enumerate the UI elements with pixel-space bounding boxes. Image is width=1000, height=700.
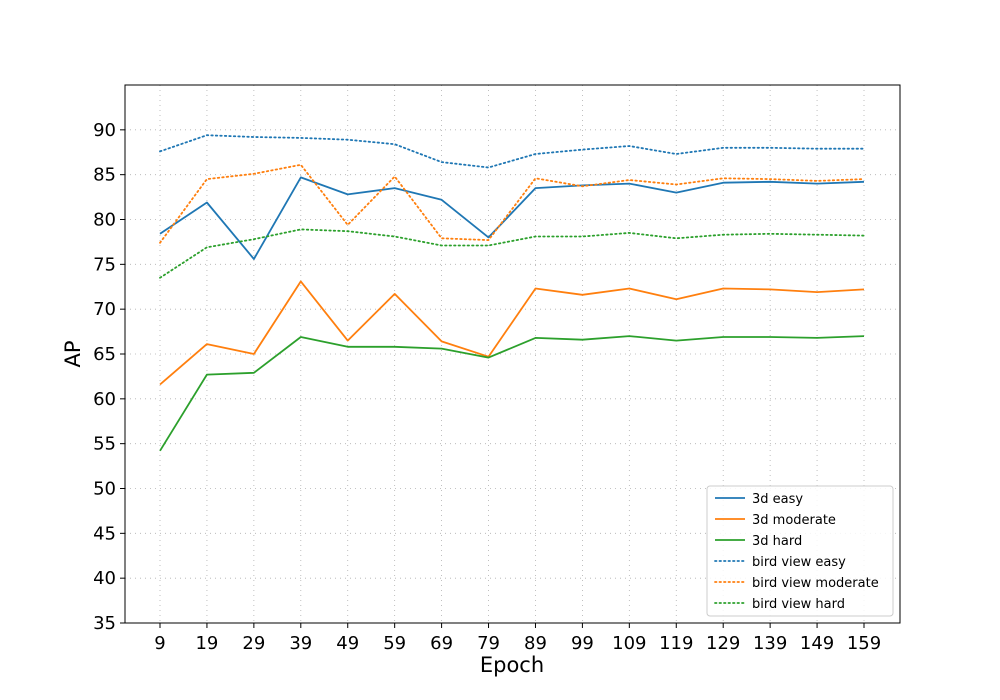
y-axis-label: AP	[61, 340, 85, 367]
x-tick-label: 19	[195, 633, 218, 654]
y-tick-label: 65	[93, 344, 116, 365]
x-tick-label: 109	[612, 633, 646, 654]
y-tick-label: 80	[93, 210, 116, 231]
legend-label: 3d moderate	[752, 513, 836, 528]
series-lines	[159, 134, 865, 452]
y-tick-label: 70	[93, 299, 116, 320]
legend-label: bird view easy	[752, 555, 846, 570]
series-line-bird-view-moderate	[159, 163, 865, 244]
series-line-3d-hard	[159, 335, 865, 452]
legend-label: 3d easy	[752, 492, 803, 507]
x-tick-label: 9	[154, 633, 165, 654]
x-tick-label: 69	[430, 633, 453, 654]
x-tick-label: 59	[383, 633, 406, 654]
y-axis: 35 40 45 50 55 60 65 70 75 80 85 90	[93, 120, 125, 634]
x-tick-label: 119	[659, 633, 693, 654]
legend-label: bird view hard	[752, 597, 845, 612]
x-tick-label: 139	[753, 633, 787, 654]
series-line-bird-view-hard	[159, 228, 865, 279]
legend-box	[706, 485, 894, 617]
x-tick-label: 29	[242, 633, 265, 654]
x-tick-label: 89	[524, 633, 547, 654]
y-tick-label: 90	[93, 120, 116, 141]
y-tick-label: 60	[93, 389, 116, 410]
y-tick-label: 35	[93, 613, 116, 634]
y-tick-label: 40	[93, 568, 116, 589]
series-line-3d-easy	[159, 176, 865, 260]
y-tick-label: 85	[93, 165, 116, 186]
x-tick-label: 79	[477, 633, 500, 654]
x-tick-label: 149	[800, 633, 834, 654]
series-line-bird-view-easy	[159, 134, 865, 169]
legend: 3d easy 3d moderate 3d hard bird view easy b…	[706, 485, 894, 617]
x-tick-label: 39	[289, 633, 312, 654]
series-line-3d-moderate	[159, 280, 865, 386]
x-axis-label: Epoch	[480, 653, 544, 677]
y-tick-label: 75	[93, 254, 116, 275]
x-axis: 9 19 29 39 49 59 69 79 89 99 109 119 129 139 149 159	[154, 623, 881, 654]
x-tick-label: 129	[706, 633, 740, 654]
y-tick-label: 50	[93, 479, 116, 500]
legend-label: 3d hard	[752, 534, 802, 549]
legend-label: bird view moderate	[752, 576, 879, 591]
y-tick-label: 45	[93, 523, 116, 544]
x-tick-label: 99	[571, 633, 594, 654]
y-tick-label: 55	[93, 434, 116, 455]
x-tick-label: 49	[336, 633, 359, 654]
x-tick-label: 159	[847, 633, 881, 654]
